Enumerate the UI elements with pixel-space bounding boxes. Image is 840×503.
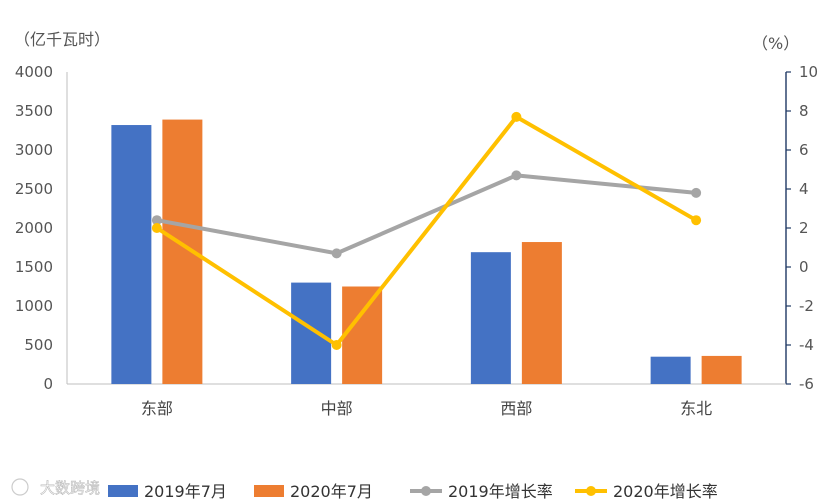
legend-swatch-dot xyxy=(421,486,431,496)
watermark-text: 大数跨境 xyxy=(40,479,100,497)
series-line xyxy=(154,173,699,256)
line-point xyxy=(511,170,522,181)
line-point xyxy=(331,340,342,350)
left-axis-unit: （亿千瓦时） xyxy=(14,30,110,49)
right-tick-label: 8 xyxy=(799,102,809,120)
legend-label: 2019年7月 xyxy=(144,482,227,501)
left-tick-label: 4000 xyxy=(15,63,53,81)
right-tick-label: -2 xyxy=(799,297,814,315)
right-tick-label: 0 xyxy=(799,258,809,276)
legend-label: 2019年增长率 xyxy=(448,482,553,501)
series-line xyxy=(154,114,699,347)
left-tick-label: 3500 xyxy=(15,102,53,120)
left-tick-label: 500 xyxy=(24,336,53,354)
legend-swatch-bar xyxy=(108,485,138,497)
line-point xyxy=(691,215,702,226)
legend-label: 2020年7月 xyxy=(290,482,373,501)
right-tick-label: 4 xyxy=(799,180,809,198)
right-axis-ticks: -6 -4 -2 0 2 4 6 8 10 xyxy=(786,63,818,393)
line-series xyxy=(151,111,702,350)
left-tick-label: 2000 xyxy=(15,219,53,237)
right-tick-label: -6 xyxy=(799,375,814,393)
right-tick-label: 10 xyxy=(799,63,818,81)
left-tick-label: 0 xyxy=(43,375,53,393)
right-axis-unit: （%） xyxy=(752,34,799,53)
legend-swatch-bar xyxy=(254,485,284,497)
bar xyxy=(342,286,383,384)
line-point xyxy=(151,223,162,233)
left-axis-ticks: 0 500 1000 1500 2000 2500 3000 3500 4000 xyxy=(15,63,53,393)
watermark-logo-icon xyxy=(11,478,29,496)
bar xyxy=(291,282,332,384)
category-labels: 东部 中部 西部 东北 xyxy=(141,399,712,418)
category-label: 东部 xyxy=(141,399,173,418)
line-point xyxy=(331,248,342,259)
left-tick-label: 3000 xyxy=(15,141,53,159)
bar xyxy=(111,125,152,384)
bar xyxy=(470,252,511,384)
line-point xyxy=(151,215,162,226)
left-tick-label: 2500 xyxy=(15,180,53,198)
watermark: 大数跨境 xyxy=(11,478,100,497)
bar xyxy=(650,356,691,384)
legend-label: 2020年增长率 xyxy=(613,482,718,501)
line-point xyxy=(691,187,702,198)
bar xyxy=(701,355,742,384)
bar xyxy=(521,242,562,384)
line-point xyxy=(511,111,522,122)
category-label: 中部 xyxy=(321,399,353,418)
right-tick-label: -4 xyxy=(799,336,814,354)
right-tick-label: 6 xyxy=(799,141,809,159)
right-tick-label: 2 xyxy=(799,219,809,237)
left-tick-label: 1500 xyxy=(15,258,53,276)
category-label: 东北 xyxy=(680,399,712,418)
left-tick-label: 1000 xyxy=(15,297,53,315)
bar-series xyxy=(111,119,742,384)
legend: 2019年7月 2020年7月 2019年增长率 2020年增长率 xyxy=(108,482,718,501)
legend-swatch-dot xyxy=(586,486,596,496)
category-label: 西部 xyxy=(500,399,532,418)
